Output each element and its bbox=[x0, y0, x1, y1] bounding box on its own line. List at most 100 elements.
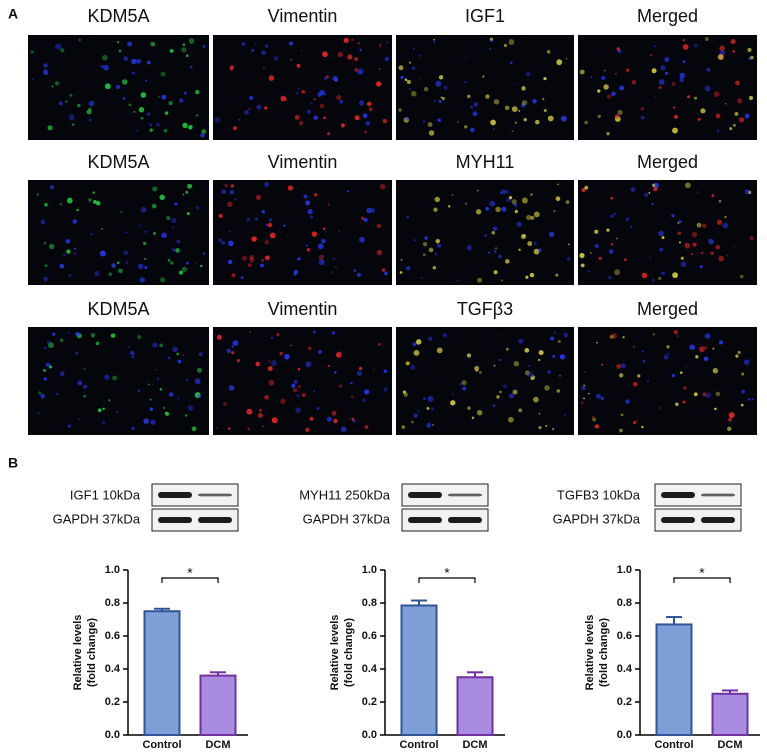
y-axis-label: Relative levels bbox=[584, 615, 596, 691]
micrograph-dot bbox=[426, 422, 432, 428]
micrograph-dot bbox=[493, 249, 497, 253]
micrograph-dot bbox=[273, 56, 279, 61]
micrograph-dot bbox=[340, 426, 347, 433]
micrograph-dot bbox=[124, 260, 129, 265]
micrograph-dot bbox=[443, 85, 448, 90]
blot-band bbox=[198, 493, 232, 497]
micrograph-dot bbox=[360, 216, 365, 220]
micrograph-dot bbox=[198, 352, 203, 357]
micrograph-dot bbox=[713, 91, 720, 98]
micrograph-dot bbox=[717, 129, 720, 132]
micrograph-dot bbox=[334, 78, 338, 82]
micrograph-dot bbox=[76, 208, 79, 212]
micrograph-dot bbox=[594, 229, 599, 234]
micrograph-dot bbox=[172, 226, 175, 229]
micrograph-dot bbox=[693, 392, 698, 397]
micrograph-dot bbox=[640, 107, 645, 111]
micrograph-dot bbox=[333, 418, 338, 424]
micrograph-dot bbox=[191, 426, 197, 432]
micrograph-dot bbox=[378, 44, 382, 48]
micrograph-dot bbox=[511, 130, 514, 133]
micrograph-dot bbox=[384, 56, 390, 62]
micrograph-dot bbox=[610, 196, 614, 200]
micrograph-dot bbox=[525, 275, 529, 279]
significance-bracket bbox=[161, 577, 219, 583]
micrograph-dot bbox=[137, 389, 140, 392]
micrograph-dot bbox=[102, 54, 108, 61]
micrograph-dot bbox=[140, 116, 144, 120]
micrograph-dot bbox=[428, 247, 434, 253]
micrograph-dot bbox=[54, 45, 57, 48]
micrograph-dot bbox=[538, 350, 544, 356]
stain-label: IGF1 bbox=[465, 6, 505, 26]
micrograph-dot bbox=[494, 247, 498, 250]
micrograph-dot bbox=[436, 347, 443, 354]
micrograph-bg bbox=[396, 180, 574, 285]
micrograph-dot bbox=[456, 279, 459, 282]
micrograph-dot bbox=[509, 393, 514, 399]
micrograph-dot bbox=[448, 205, 451, 208]
micrograph-dot bbox=[661, 236, 665, 240]
micrograph-dot bbox=[530, 215, 535, 220]
micrograph-dot bbox=[679, 371, 683, 374]
micrograph-dot bbox=[331, 410, 337, 416]
y-tick-label: 0.6 bbox=[105, 630, 120, 642]
micrograph-dot bbox=[427, 122, 433, 127]
micrograph-dot bbox=[518, 338, 524, 344]
micrograph-dot bbox=[472, 111, 478, 117]
micrograph-dot bbox=[664, 57, 670, 63]
micrograph-dot bbox=[616, 363, 622, 369]
micrograph-dot bbox=[108, 399, 111, 402]
micrograph-dot bbox=[182, 354, 185, 357]
micrograph-dot bbox=[508, 196, 513, 200]
micrograph-dot bbox=[738, 117, 745, 123]
micrograph-dot bbox=[431, 407, 434, 411]
micrograph-dot bbox=[65, 100, 68, 103]
y-tick-label: 0.8 bbox=[105, 597, 120, 609]
micrograph-dot bbox=[194, 262, 197, 264]
micrograph-dot bbox=[749, 236, 754, 241]
micrograph-dot bbox=[186, 212, 190, 216]
micrograph-dot bbox=[73, 252, 77, 255]
micrograph-dot bbox=[466, 353, 472, 358]
micrograph-dot bbox=[104, 374, 110, 380]
micrograph-dot bbox=[651, 202, 654, 206]
micrograph-dot bbox=[59, 338, 64, 343]
micrograph-dot bbox=[88, 100, 95, 107]
micrograph-dot bbox=[364, 130, 368, 134]
micrograph-dot bbox=[160, 71, 166, 77]
micrograph-dot bbox=[357, 41, 361, 45]
micrograph-dot bbox=[271, 417, 278, 424]
micrograph-dot bbox=[617, 49, 621, 53]
micrograph-dot bbox=[505, 347, 509, 351]
blot-band bbox=[661, 517, 695, 523]
micrograph-dot bbox=[290, 344, 292, 347]
micrograph-dot bbox=[690, 253, 693, 256]
x-tick-label: DCM bbox=[205, 739, 230, 751]
micrograph-dot bbox=[292, 387, 298, 393]
micrograph-dot bbox=[159, 343, 163, 348]
micrograph-dot bbox=[475, 209, 482, 215]
micrograph-dot bbox=[433, 41, 436, 44]
micrograph-dot bbox=[365, 121, 371, 126]
micrograph-dot bbox=[704, 37, 709, 41]
micrograph-dot bbox=[651, 68, 657, 74]
micrograph-dot bbox=[735, 354, 739, 358]
micrograph-dot bbox=[559, 374, 561, 377]
micrograph-dot bbox=[610, 214, 614, 218]
micrograph-dot bbox=[682, 60, 686, 64]
micrograph-dot bbox=[680, 261, 687, 267]
micrograph-dot bbox=[696, 191, 699, 194]
micrograph-dot bbox=[257, 412, 263, 418]
micrograph-dot bbox=[524, 348, 530, 353]
micrograph-dot bbox=[131, 58, 137, 65]
micrograph-dot bbox=[140, 206, 147, 213]
micrograph-dot bbox=[641, 350, 644, 353]
micrograph-dot bbox=[697, 117, 701, 121]
micrograph-dot bbox=[559, 354, 566, 360]
micrograph-dot bbox=[43, 241, 47, 245]
micrograph-dot bbox=[128, 345, 131, 348]
x-tick-label: Control bbox=[142, 739, 181, 751]
micrograph-dot bbox=[408, 87, 412, 91]
micrograph-dot bbox=[684, 242, 691, 249]
